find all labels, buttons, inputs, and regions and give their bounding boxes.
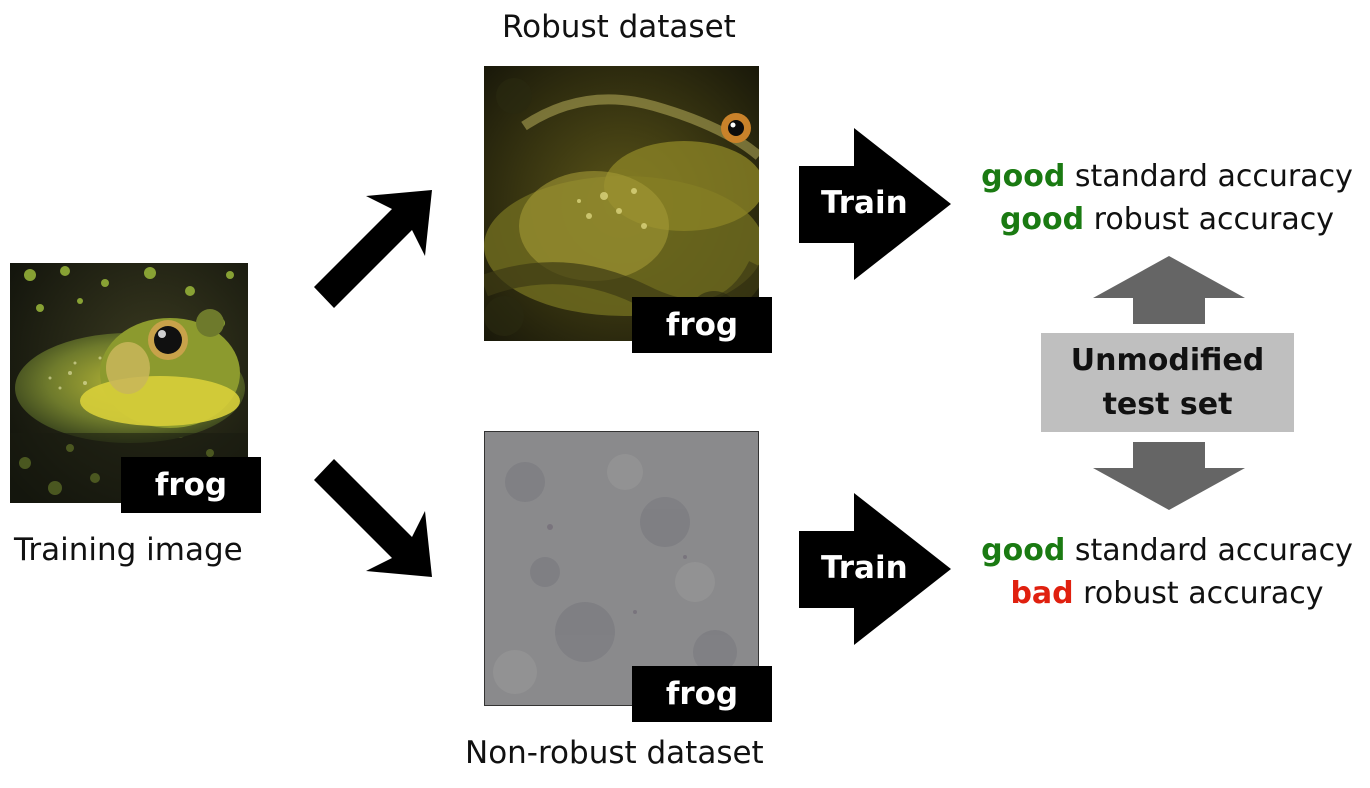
nonrobust-label-tag: frog [632, 666, 772, 722]
result-bottom-robust: bad robust accuracy [964, 572, 1370, 615]
quality-word: good [981, 533, 1066, 568]
train-label-top: Train [821, 185, 908, 221]
result-top-robust: good robust accuracy [964, 198, 1370, 241]
gray-down-arrow [1093, 442, 1245, 510]
nonrobust-dataset-title: Non-robust dataset [465, 735, 764, 771]
metric-text: standard accuracy [1065, 159, 1353, 194]
result-bottom-standard: good standard accuracy [964, 529, 1370, 572]
training-image [10, 263, 248, 503]
metric-text: robust accuracy [1084, 202, 1335, 237]
unmodified-test-set-box: Unmodified test set [1041, 333, 1294, 432]
metric-text: robust accuracy [1073, 576, 1324, 611]
train-label-bottom: Train [821, 550, 908, 586]
robust-label-tag: frog [632, 297, 772, 353]
test-set-line2: test set [1102, 386, 1233, 422]
robust-dataset-title: Robust dataset [502, 9, 736, 45]
train-arrow-top [799, 128, 951, 280]
result-top: good standard accuracy good robust accur… [964, 155, 1370, 241]
quality-word: good [999, 202, 1085, 237]
train-arrow-bottom [799, 493, 951, 645]
result-top-standard: good standard accuracy [964, 155, 1370, 198]
quality-word: good [981, 159, 1066, 194]
test-set-line1: Unmodified [1070, 342, 1265, 378]
nonrobust-dataset-image [484, 431, 759, 706]
training-label-tag: frog [121, 457, 261, 513]
robust-dataset-image [484, 66, 759, 341]
training-image-caption: Training image [14, 532, 243, 568]
gray-up-arrow [1093, 256, 1245, 324]
result-bottom: good standard accuracy bad robust accura… [964, 529, 1370, 615]
metric-text: standard accuracy [1065, 533, 1353, 568]
quality-word: bad [1010, 576, 1074, 611]
